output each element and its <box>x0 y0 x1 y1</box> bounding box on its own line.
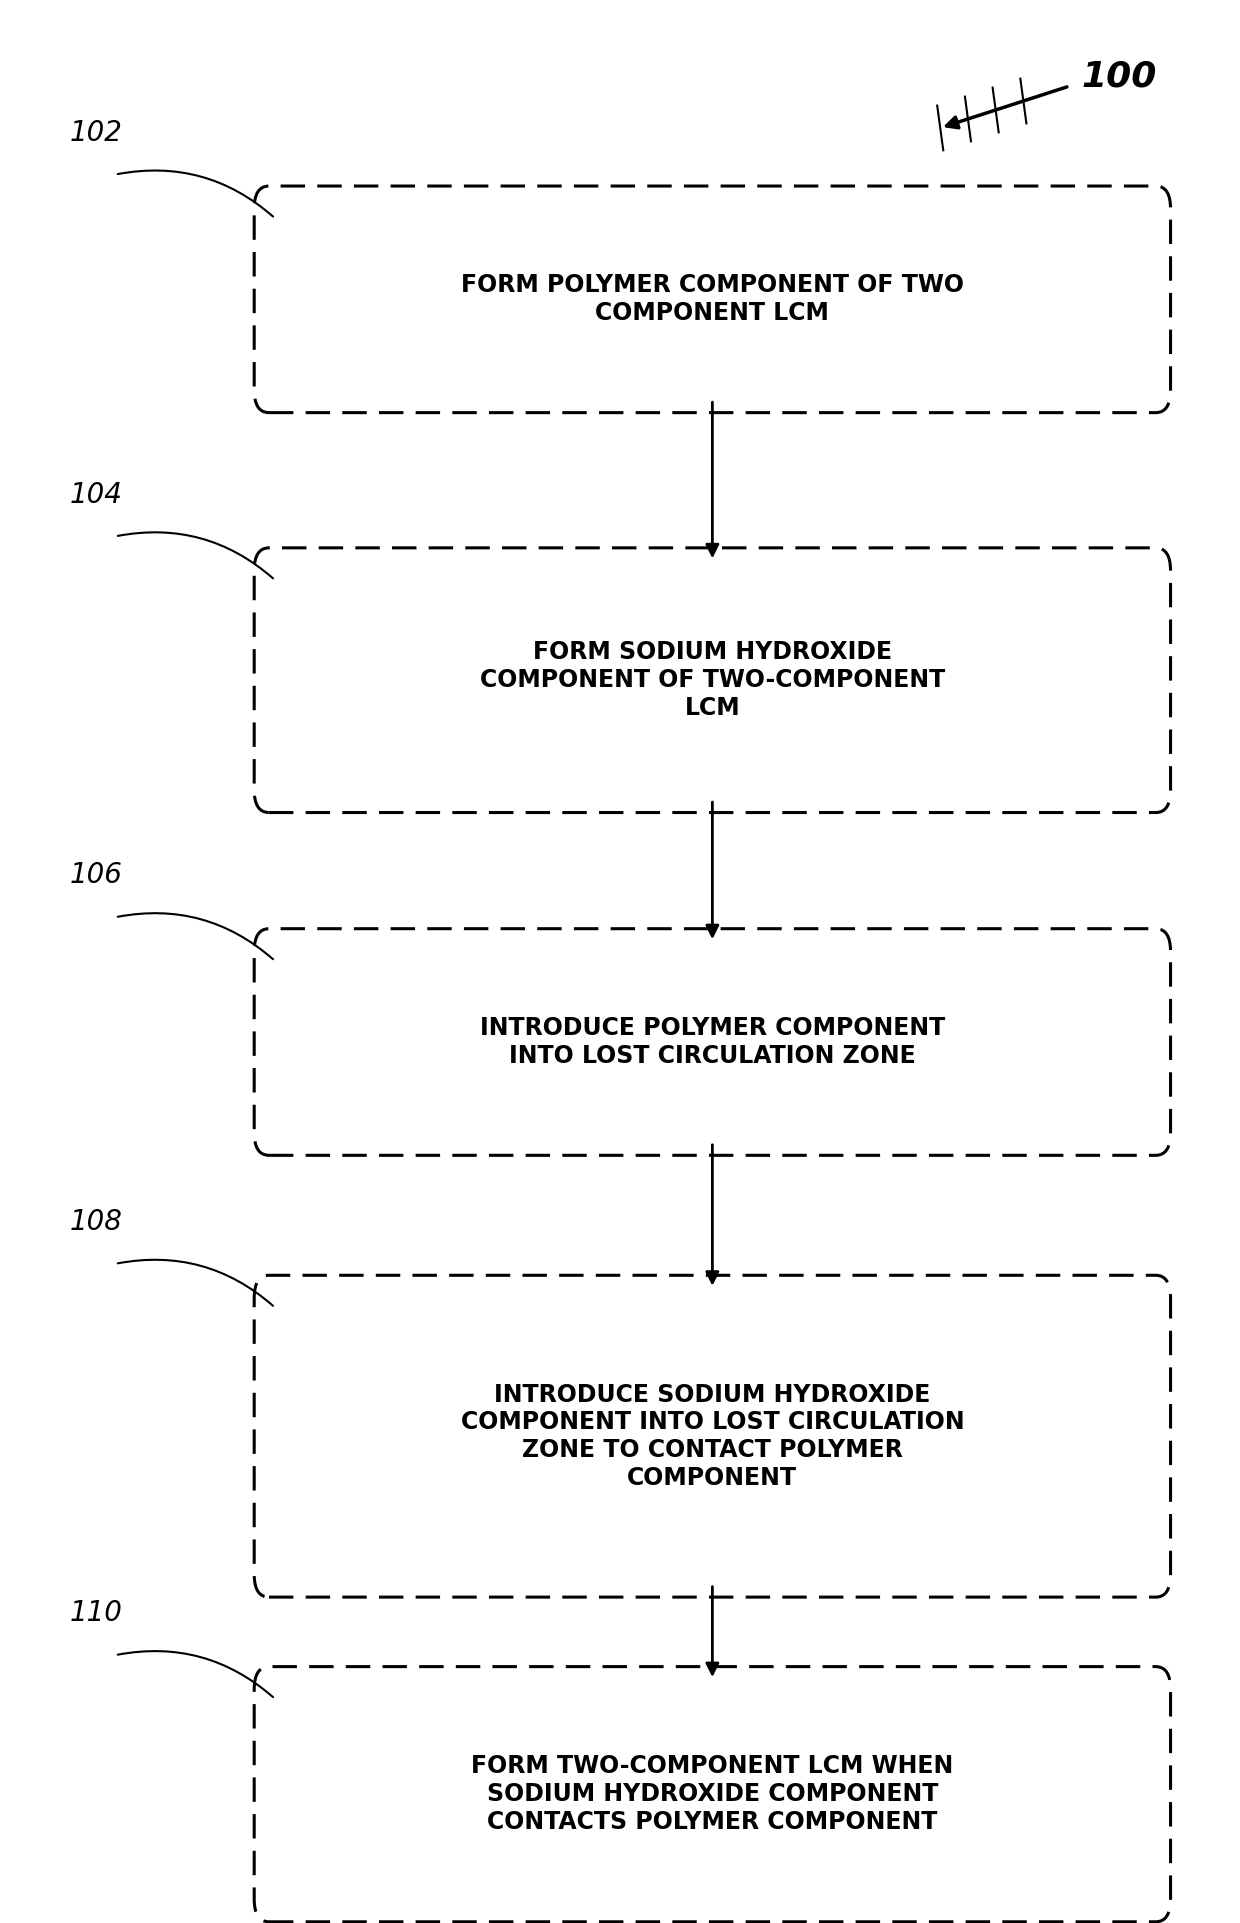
Text: 106: 106 <box>71 862 123 888</box>
FancyBboxPatch shape <box>254 1667 1171 1921</box>
FancyBboxPatch shape <box>254 187 1171 413</box>
FancyBboxPatch shape <box>254 548 1171 813</box>
Text: 100: 100 <box>1081 60 1157 94</box>
Text: 102: 102 <box>71 119 123 146</box>
Text: FORM TWO-COMPONENT LCM WHEN
SODIUM HYDROXIDE COMPONENT
CONTACTS POLYMER COMPONEN: FORM TWO-COMPONENT LCM WHEN SODIUM HYDRO… <box>471 1754 954 1835</box>
Text: INTRODUCE POLYMER COMPONENT
INTO LOST CIRCULATION ZONE: INTRODUCE POLYMER COMPONENT INTO LOST CI… <box>480 1015 945 1067</box>
Text: INTRODUCE SODIUM HYDROXIDE
COMPONENT INTO LOST CIRCULATION
ZONE TO CONTACT POLYM: INTRODUCE SODIUM HYDROXIDE COMPONENT INT… <box>460 1383 965 1490</box>
FancyBboxPatch shape <box>254 1275 1171 1598</box>
FancyBboxPatch shape <box>254 929 1171 1156</box>
Text: FORM SODIUM HYDROXIDE
COMPONENT OF TWO-COMPONENT
LCM: FORM SODIUM HYDROXIDE COMPONENT OF TWO-C… <box>480 640 945 719</box>
Text: 104: 104 <box>71 481 123 508</box>
Text: FORM POLYMER COMPONENT OF TWO
COMPONENT LCM: FORM POLYMER COMPONENT OF TWO COMPONENT … <box>461 273 963 325</box>
Text: 108: 108 <box>71 1208 123 1236</box>
Text: 110: 110 <box>71 1600 123 1627</box>
